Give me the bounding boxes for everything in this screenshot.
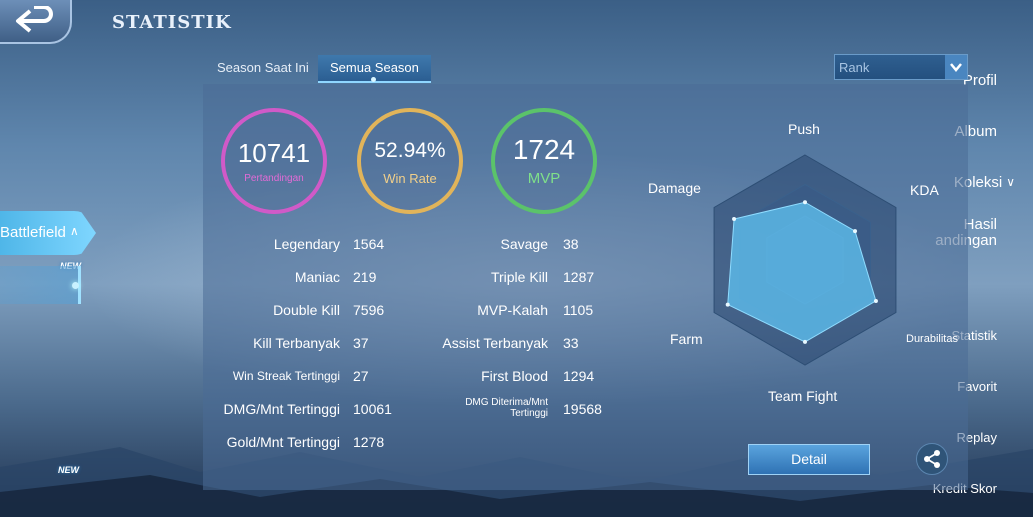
page-title: STATISTIK [112,12,232,33]
matches-value: 10741 [237,137,311,168]
radar-point-push [803,200,807,205]
stat-label-line1: DMG Diterima/Mnt [465,397,548,408]
radar-label-durabilitas: Durabilitas [906,333,958,345]
stat-value: 1294 [563,368,595,384]
stat-label: DMG/Mnt Tertinggi [223,401,340,417]
radar-label-kda: KDA [910,182,939,198]
share-icon [924,450,940,468]
stat-value: 38 [563,236,579,252]
stat-label-line2: Tertinggi [510,408,548,419]
radar-point-damage [732,217,737,222]
stat-value: 33 [563,335,579,351]
share-button[interactable] [916,443,948,475]
stat-row-maniac: Maniac [205,269,340,289]
stat-row-first-blood: First Blood [400,368,548,388]
stat-row-mvp-kalah: MVP-Kalah [400,302,548,322]
back-arrow-icon [16,6,53,33]
stat-label: Savage [500,236,548,252]
stat-label: Maniac [294,269,340,285]
sidebar-item-statistik-bg[interactable] [0,266,81,304]
matches-circle: 10741 Pertandingan [221,108,327,214]
stat-row-legendary: Legendary [205,236,340,256]
radar-label-farm: Farm [670,331,703,347]
stat-value: 1287 [563,269,595,285]
stat-label: Double Kill [273,302,340,318]
radar-label-team-fight: Team Fight [768,388,838,404]
winrate-value: 52.94% [374,138,446,162]
detail-button[interactable]: Detail [748,444,870,475]
rank-dropdown[interactable]: Rank [834,54,968,80]
mvp-circle: 1724 MVP [491,108,597,214]
winrate-label: Win Rate [383,170,437,186]
stat-row-triple-kill: Triple Kill [400,269,548,289]
radar-label-push: Push [788,121,820,137]
stat-label: Win Streak Tertinggi [232,369,340,383]
stat-label: Kill Terbanyak [253,335,340,351]
stat-value: 1278 [353,434,385,450]
stat-label: Legendary [273,236,340,252]
stat-label: Triple Kill [490,269,548,285]
stat-label: Assist Terbanyak [442,335,548,351]
new-badge: NEW [58,465,79,475]
radar-point-farm [725,302,730,307]
stat-value: 1564 [353,236,385,252]
sidebar-item-label: Battlefield [0,224,66,241]
tab-season-saat-ini[interactable]: Season Saat Ini [217,60,309,75]
chevron-up-icon: ∨ [69,225,79,239]
stat-row-win-streak: Win Streak Tertinggi [205,369,340,389]
radar-point-kda [853,229,858,234]
mvp-value: 1724 [512,133,576,165]
stat-value: 19568 [563,401,602,417]
winrate-circle: 52.94% Win Rate [357,108,463,214]
stat-row-savage: Savage [400,236,548,256]
matches-label: Pertandingan [244,172,304,184]
rank-dropdown-value: Rank [839,60,870,75]
stat-value: 1105 [563,302,594,318]
stat-value: 27 [353,368,369,384]
sidebar-item-battlefield-bg[interactable] [0,211,96,255]
active-tab-indicator [371,77,376,82]
stat-value: 37 [353,335,369,351]
radar-chart [713,154,897,366]
radar-label-damage: Damage [648,180,701,196]
sidebar-item-battlefield[interactable]: Battlefield ∨ [0,224,79,241]
stat-row-double-kill: Double Kill [205,302,340,322]
stat-value: 10061 [353,401,392,417]
back-button[interactable] [0,0,72,44]
stat-value: 7596 [353,302,385,318]
radar-point-durabilitas [873,298,878,303]
stat-label: Gold/Mnt Tertinggi [226,434,340,450]
stat-row-gold-mnt: Gold/Mnt Tertinggi [205,434,340,454]
stat-row-kill-terbanyak: Kill Terbanyak [205,335,340,355]
active-indicator-dot [72,282,79,289]
chevron-down-icon[interactable] [945,55,967,79]
stat-value: 219 [353,269,377,285]
mvp-label: MVP [527,169,561,187]
stat-label: MVP-Kalah [477,302,548,318]
stat-label: First Blood [481,368,548,384]
radar-point-team-fight [803,339,807,344]
stat-label: DMG Diterima/Mnt Tertinggi [465,397,548,419]
sidebar-item-profil[interactable]: Profil [962,72,997,89]
stat-row-assist-terbanyak: Assist Terbanyak [400,335,548,355]
stat-row-dmg-mnt: DMG/Mnt Tertinggi [205,401,340,421]
sidebar-item-label-line1: Hasil [963,216,997,233]
chevron-down-icon: ∨ [1006,175,1015,189]
stat-row-dmg-diterima: DMG Diterima/Mnt Tertinggi [400,397,548,421]
